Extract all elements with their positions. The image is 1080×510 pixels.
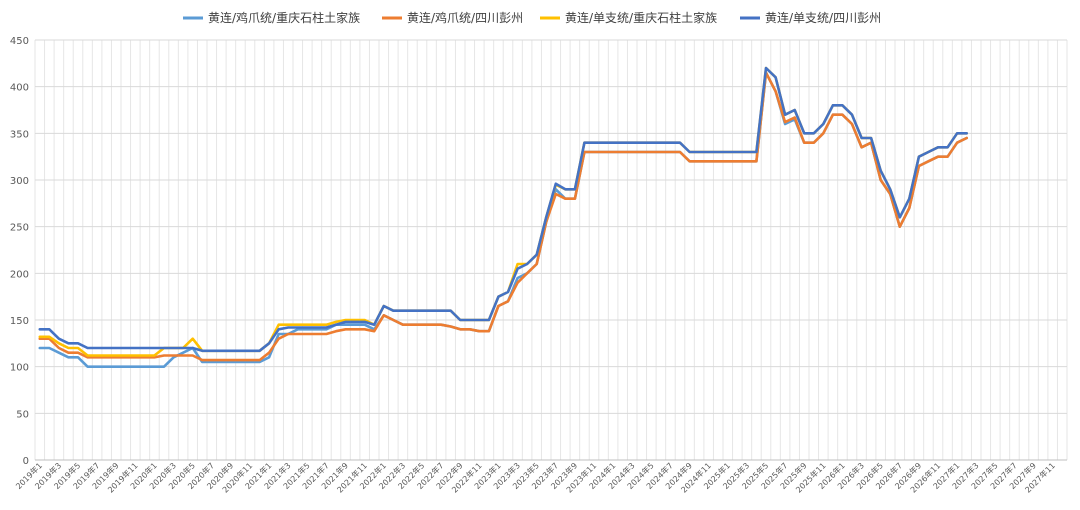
y-tick-label: 50	[16, 409, 29, 420]
gridlines	[34, 39, 1068, 461]
y-tick-label: 450	[10, 36, 29, 47]
legend: 黄连/鸡爪统/重庆石柱土家族 黄连/鸡爪统/四川彭州 黄连/单支统/重庆石柱土家族 黄…	[183, 10, 881, 25]
x-axis-tick-labels: 2019年12019年32019年52019年72019年92019年11202…	[13, 460, 1057, 494]
y-tick-label: 350	[10, 129, 29, 140]
series-line-2	[38, 71, 969, 362]
series-line-4	[38, 66, 969, 353]
legend-label-4: 黄连/单支统/四川彭州	[765, 10, 881, 25]
legend-label-3: 黄连/单支统/重庆石柱土家族	[565, 10, 717, 25]
legend-label-2: 黄连/鸡爪统/四川彭州	[407, 10, 523, 25]
y-axis-tick-labels: 0 50 100 150 200 250 300 350 400 450	[10, 36, 29, 467]
legend-label-1: 黄连/鸡爪统/重庆石柱土家族	[208, 10, 360, 25]
y-tick-label: 400	[10, 83, 29, 94]
y-tick-label: 250	[10, 223, 29, 234]
series-lines	[38, 66, 969, 369]
y-tick-label: 300	[10, 176, 29, 187]
y-tick-label: 200	[10, 269, 29, 280]
y-tick-label: 150	[10, 316, 29, 327]
y-tick-label: 0	[23, 456, 29, 467]
y-tick-label: 100	[10, 363, 29, 374]
